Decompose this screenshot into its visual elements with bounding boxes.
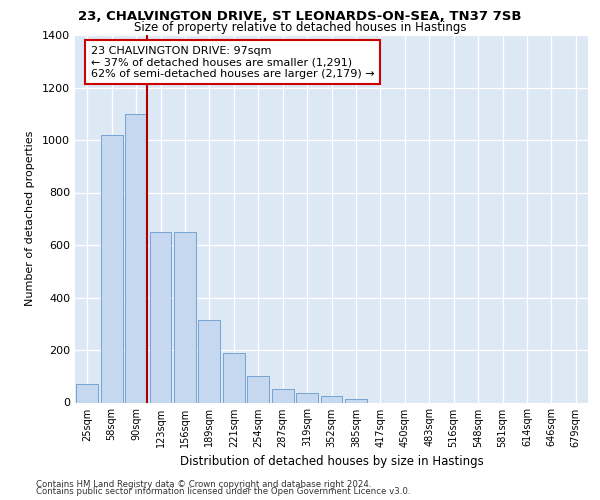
Bar: [345, 398, 367, 402]
Bar: [320, 396, 343, 402]
Bar: [223, 352, 245, 403]
Text: 23, CHALVINGTON DRIVE, ST LEONARDS-ON-SEA, TN37 7SB: 23, CHALVINGTON DRIVE, ST LEONARDS-ON-SE…: [78, 10, 522, 23]
Y-axis label: Number of detached properties: Number of detached properties: [25, 131, 35, 306]
Bar: [199, 320, 220, 402]
Bar: [76, 384, 98, 402]
Bar: [296, 394, 318, 402]
Bar: [247, 376, 269, 402]
Bar: [174, 232, 196, 402]
Bar: [272, 390, 293, 402]
Bar: [125, 114, 147, 403]
Text: Contains HM Land Registry data © Crown copyright and database right 2024.: Contains HM Land Registry data © Crown c…: [36, 480, 371, 489]
X-axis label: Distribution of detached houses by size in Hastings: Distribution of detached houses by size …: [179, 455, 484, 468]
Text: Contains public sector information licensed under the Open Government Licence v3: Contains public sector information licen…: [36, 487, 410, 496]
Bar: [101, 135, 122, 402]
Text: 23 CHALVINGTON DRIVE: 97sqm
← 37% of detached houses are smaller (1,291)
62% of : 23 CHALVINGTON DRIVE: 97sqm ← 37% of det…: [91, 46, 374, 78]
Bar: [149, 232, 172, 402]
Text: Size of property relative to detached houses in Hastings: Size of property relative to detached ho…: [134, 21, 466, 34]
